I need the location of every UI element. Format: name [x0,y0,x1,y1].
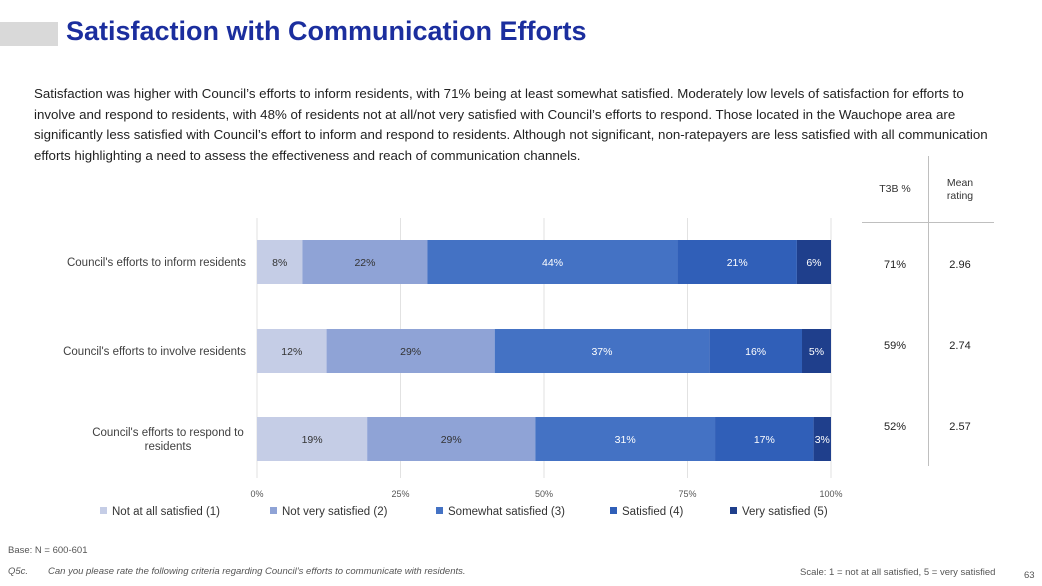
legend-item: Satisfied (4) [610,506,683,518]
x-tick-label: 100% [819,489,842,499]
legend-swatch [100,507,107,514]
data-label: 21% [727,257,748,269]
data-label: 37% [591,346,612,358]
legend-item: Somewhat satisfied (3) [436,506,565,518]
x-tick-label: 50% [535,489,553,499]
data-label: 29% [400,346,421,358]
data-label: 17% [754,434,775,446]
bar-segment [709,329,803,373]
legend-label: Very satisfied (5) [742,506,828,518]
bar-segment [427,240,678,284]
category-label: Council's efforts to involve residents [63,346,246,358]
legend-label: Somewhat satisfied (3) [448,506,565,518]
bar-segment [367,417,536,461]
table-cell-mean-respond: 2.57 [949,421,971,433]
legend-swatch [610,507,617,514]
legend-item: Not at all satisfied (1) [100,506,220,518]
table-header-t3b: T3B % [879,183,911,195]
bar-segment [302,240,428,284]
bar-segment [535,417,716,461]
legend-label: Not very satisfied (2) [282,506,388,518]
table-cell-mean-inform: 2.96 [949,259,971,271]
question-text: Can you please rate the following criter… [48,566,466,577]
table-divider-vertical [928,156,929,466]
table-cell-mean-involve: 2.74 [949,340,971,352]
bar-segment [326,329,495,373]
bar-segment [494,329,710,373]
legend-label: Not at all satisfied (1) [112,506,221,518]
title-accent-box [0,22,58,46]
data-label: 3% [815,434,830,446]
legend-item: Very satisfied (5) [730,506,828,518]
data-label: 6% [806,257,821,269]
x-tick-label: 0% [250,489,263,499]
legend-swatch [270,507,277,514]
bar-segment [715,417,814,461]
data-label: 31% [615,434,636,446]
bar-segment [802,329,831,373]
table-cell-t3b-involve: 59% [883,340,907,352]
bar-segment [257,417,368,461]
data-label: 5% [809,346,824,358]
legend-swatch [436,507,443,514]
scale-note: Scale: 1 = not at all satisfied, 5 = ver… [800,567,996,578]
bar-segment [257,329,327,373]
legend-label: Satisfied (4) [622,506,684,518]
x-tick-label: 25% [391,489,409,499]
bar-segment [796,240,831,284]
x-tick-label: 75% [678,489,696,499]
bar-segment [257,240,303,284]
data-label: 19% [302,434,323,446]
legend-swatch [730,507,737,514]
data-label: 12% [281,346,302,358]
legend-item: Not very satisfied (2) [270,506,387,518]
table-divider-horizontal [862,222,994,223]
bar-segment [677,240,797,284]
table-cell-t3b-respond: 52% [883,421,907,433]
question-code: Q5c. [8,566,29,577]
data-label: 44% [542,257,563,269]
category-label: Council's efforts to respond to residents [92,427,244,453]
summary-text: Satisfaction was higher with Council’s e… [34,86,988,163]
bar-segment [813,417,831,461]
data-label: 29% [441,434,462,446]
base-note: Base: N = 600-601 [8,545,88,556]
page-title: Satisfaction with Communication Efforts [66,16,587,46]
data-label: 16% [745,346,766,358]
data-label: 8% [272,257,287,269]
table-header-mean: Mean rating [946,177,974,202]
category-label: Council's efforts to inform residents [67,257,246,269]
data-label: 22% [354,257,375,269]
page-number: 63 [1024,570,1035,581]
table-cell-t3b-inform: 71% [883,259,907,271]
